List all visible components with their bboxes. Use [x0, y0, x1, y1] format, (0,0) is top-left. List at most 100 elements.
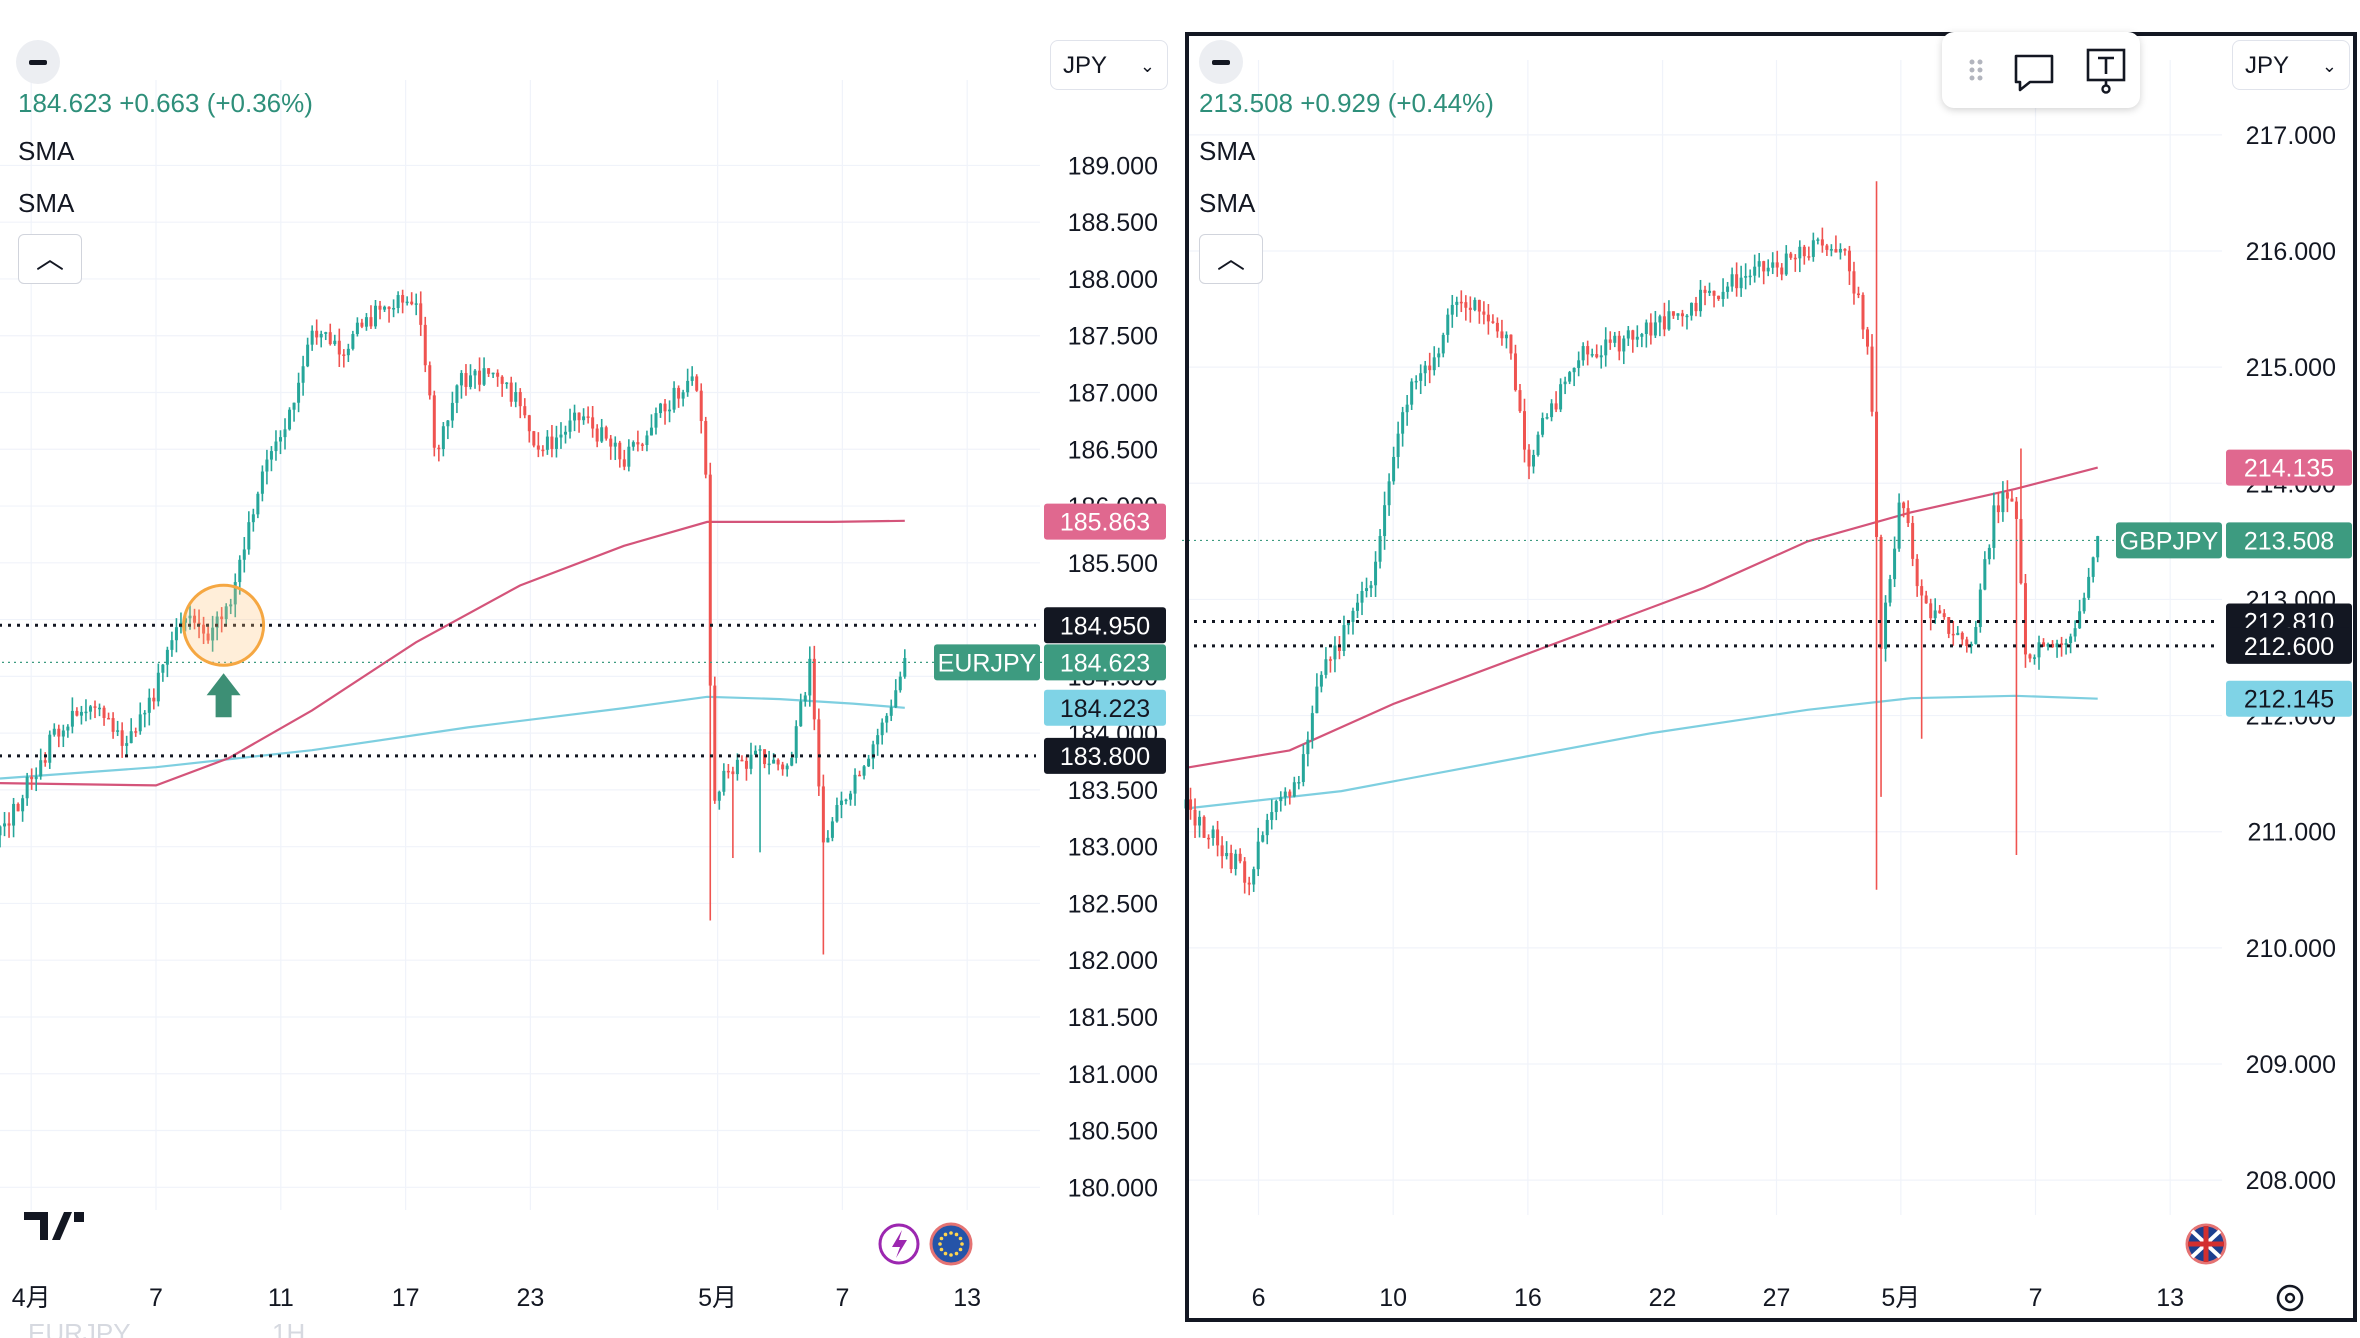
- gbpjpy-chart[interactable]: 217.000216.000215.000214.000213.000212.0…: [1182, 0, 2360, 1338]
- candle: [577, 412, 581, 421]
- eurjpy-chart[interactable]: 189.000 188.500 188.000 187.500 187.000 186.5…: [0, 0, 1180, 1338]
- candle: [1513, 353, 1517, 391]
- candle: [482, 368, 486, 385]
- collapse-legend-button[interactable]: [1199, 40, 1243, 84]
- candle: [1405, 404, 1409, 413]
- upper-level-badge-bg: [1044, 607, 1166, 644]
- candle: [1450, 304, 1454, 315]
- candle: [1644, 322, 1648, 334]
- candle: [1319, 674, 1323, 687]
- indicator-label[interactable]: SMA: [1199, 188, 1256, 218]
- settings-gear-center: [2284, 1292, 2296, 1304]
- collapse-indicators-button[interactable]: ︿: [1199, 234, 1263, 284]
- candle: [663, 403, 667, 412]
- candle: [1838, 248, 1842, 253]
- candle: [1387, 481, 1391, 506]
- candle: [455, 385, 459, 403]
- candle: [898, 676, 902, 691]
- candle: [849, 793, 853, 800]
- candle: [1396, 433, 1400, 457]
- candle: [1969, 643, 1973, 647]
- candle: [1793, 257, 1797, 260]
- candle: [744, 760, 748, 769]
- candle: [826, 837, 830, 843]
- upper-level-badge: 184.950: [1060, 612, 1150, 640]
- candle: [161, 664, 165, 673]
- candle: [2073, 628, 2077, 637]
- candle: [672, 387, 676, 410]
- candle: [1247, 882, 1251, 885]
- left-chart-pane[interactable]: 189.000 188.500 188.000 187.500 187.000 186.5…: [0, 0, 1180, 1338]
- candle: [129, 731, 133, 744]
- candle: [125, 743, 129, 746]
- text-tool-icon[interactable]: [2080, 44, 2132, 96]
- eu-star: [960, 1242, 964, 1246]
- candle: [387, 306, 391, 310]
- candle: [2010, 498, 2014, 502]
- candle: [1689, 302, 1693, 316]
- candle: [1658, 316, 1662, 323]
- candle: [66, 726, 70, 731]
- candle: [500, 376, 504, 384]
- candle: [781, 764, 785, 770]
- floating-toolbar[interactable]: [1942, 32, 2140, 108]
- collapse-indicators-button[interactable]: ︿: [18, 234, 82, 284]
- candle: [364, 317, 368, 327]
- candle: [473, 370, 477, 376]
- candle: [1635, 336, 1639, 340]
- eu-flag-icon: [929, 1222, 973, 1266]
- candle: [1739, 277, 1743, 289]
- last-price-badge-bg: [1044, 644, 1166, 681]
- candle: [1446, 314, 1450, 335]
- right-chart-pane[interactable]: 217.000216.000215.000214.000213.000212.0…: [1182, 0, 2360, 1338]
- candle: [16, 803, 20, 812]
- comment-icon[interactable]: [2008, 44, 2060, 96]
- candle: [1274, 801, 1278, 813]
- indicator-label[interactable]: SMA: [1199, 136, 1256, 166]
- candle: [1699, 289, 1703, 312]
- candle: [1202, 816, 1206, 838]
- candle: [1897, 502, 1901, 549]
- candle: [342, 354, 346, 356]
- candle: [1468, 307, 1472, 310]
- candle: [1369, 585, 1373, 589]
- candle: [405, 301, 409, 304]
- candle: [1346, 621, 1350, 626]
- y-axis-tick-label: 217.000: [2246, 122, 2336, 150]
- candle: [1518, 390, 1522, 412]
- drag-handle-icon[interactable]: [1950, 44, 2002, 96]
- candle: [251, 514, 255, 523]
- candle: [704, 421, 708, 475]
- candle: [1802, 246, 1806, 257]
- candle: [450, 402, 454, 421]
- candle: [297, 382, 301, 403]
- currency-select[interactable]: JPY ⌄: [1050, 40, 1168, 90]
- indicator-label[interactable]: SMA: [18, 136, 75, 166]
- candle: [1694, 302, 1698, 312]
- lower-level-badge-bg: [2226, 627, 2352, 664]
- candle: [423, 324, 427, 366]
- y-axis-tick-label: 180.000: [1068, 1174, 1158, 1202]
- candle: [1744, 276, 1748, 278]
- symbol-tag-bg: [2116, 522, 2222, 559]
- candle: [1947, 617, 1951, 634]
- candle: [830, 821, 834, 838]
- y-axis-tick-label: 188.000: [1068, 266, 1158, 294]
- candle: [378, 305, 382, 310]
- candle: [1306, 739, 1310, 755]
- candle: [1924, 595, 1928, 604]
- candle: [1545, 417, 1549, 419]
- candle: [1834, 249, 1838, 253]
- candle: [559, 434, 563, 438]
- candle: [2019, 518, 2023, 584]
- candle: [808, 658, 812, 696]
- candle: [1780, 267, 1784, 275]
- candle: [731, 771, 735, 775]
- collapse-legend-button[interactable]: [16, 40, 60, 84]
- currency-select[interactable]: JPY ⌄: [2232, 40, 2350, 90]
- candle: [242, 549, 246, 560]
- indicator-label[interactable]: SMA: [18, 188, 75, 218]
- candle: [1996, 505, 2000, 513]
- x-axis-tick-label: 10: [1379, 1284, 1407, 1312]
- x-axis-tick-label: 4月: [12, 1284, 51, 1312]
